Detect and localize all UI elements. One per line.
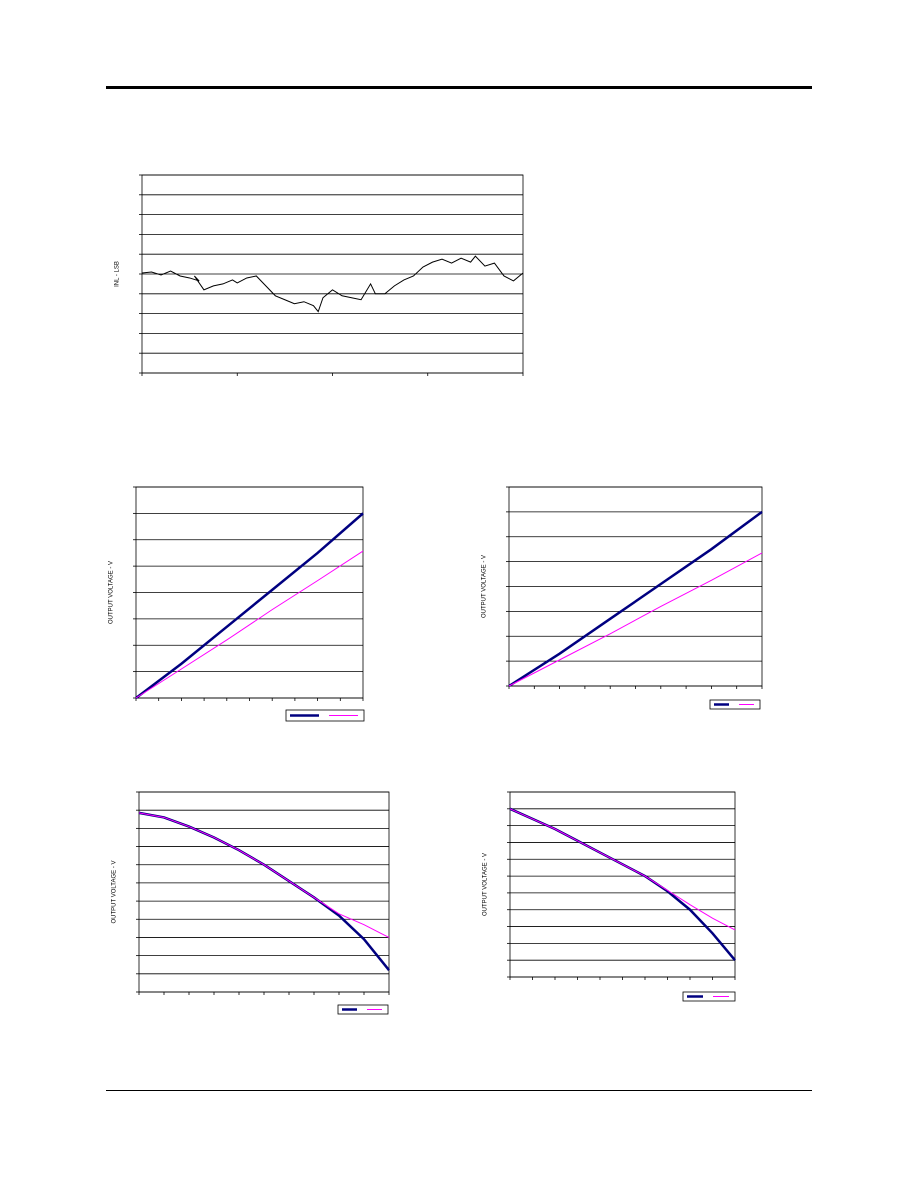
series-line — [508, 510, 763, 688]
series-line — [138, 811, 390, 971]
series-line — [509, 807, 736, 961]
plot-frame — [135, 486, 364, 699]
y-axis-label: OUTPUT VOLTAGE - V — [482, 555, 488, 618]
plot-frame — [509, 791, 736, 978]
y-axis-label: OUTPUT VOLTAGE - V — [483, 853, 489, 916]
y-axis-label: OUTPUT VOLTAGE - V — [109, 561, 115, 624]
series-line — [135, 550, 364, 699]
series-line — [141, 255, 524, 313]
plot-frame — [138, 791, 390, 993]
legend-box — [285, 709, 365, 722]
series-line — [135, 512, 364, 699]
footer-rule — [106, 1090, 812, 1091]
y-axis-label: INL - LSB — [115, 261, 121, 287]
series-line — [138, 812, 390, 938]
series-line — [509, 808, 736, 931]
legend-box — [337, 1004, 389, 1015]
header-rule — [106, 86, 812, 89]
series-line — [508, 552, 763, 687]
legend-box — [709, 699, 761, 710]
legend-box — [682, 991, 736, 1002]
plot-frame — [508, 486, 763, 687]
plot-frame — [141, 174, 524, 374]
y-axis-label: OUTPUT VOLTAGE - V — [112, 860, 118, 923]
